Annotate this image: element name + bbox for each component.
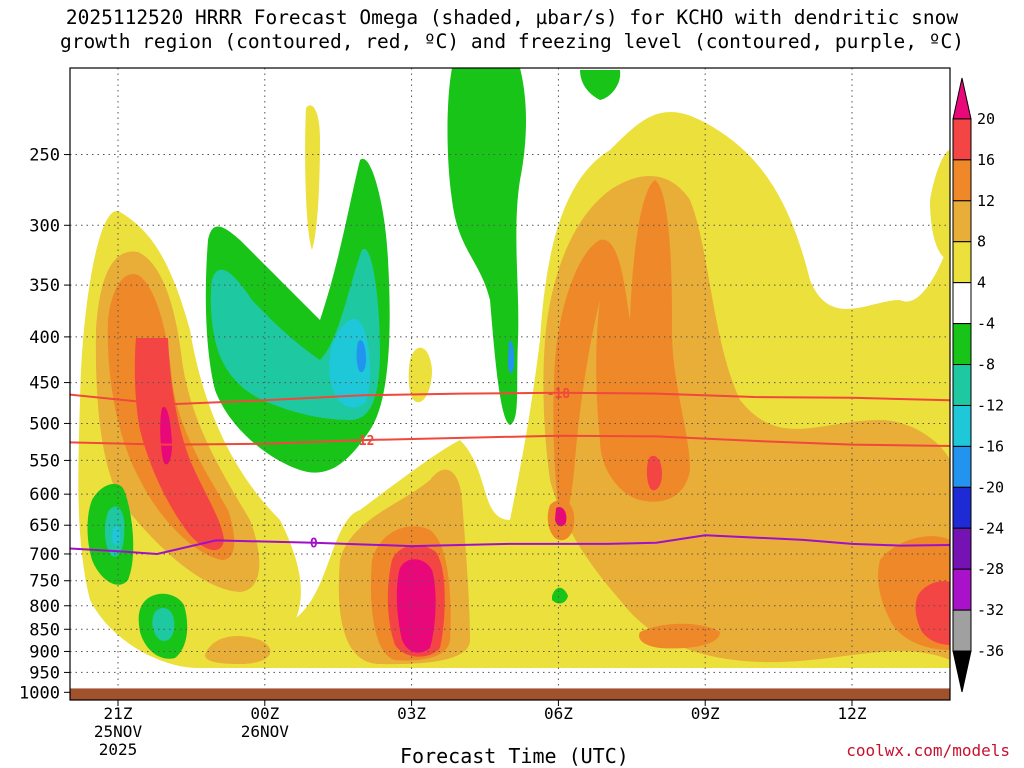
colorbar-label-12: -32 — [977, 601, 1004, 619]
y-tick-label-750: 750 — [29, 572, 60, 592]
colorbar-label-5: -4 — [977, 315, 995, 333]
y-tick-label-700: 700 — [29, 545, 60, 565]
source-watermark: coolwx.com/models — [846, 741, 1010, 760]
y-tick-label-450: 450 — [29, 374, 60, 394]
contour-freezing-level-0 — [70, 534, 950, 556]
contour-dendritic--18 — [70, 391, 950, 406]
x-tick-label-06Z: 06Z — [544, 704, 573, 723]
x-tick-label-21Z: 21Z — [104, 704, 133, 723]
colorbar-label-6: -8 — [977, 356, 995, 374]
colorbar-label-1: 16 — [977, 151, 995, 169]
colorbar-label-4: 4 — [977, 274, 986, 292]
colorbar-swatch-2 — [952, 159, 972, 202]
omega-region-red-small — [646, 455, 662, 491]
colorbar-swatch-12 — [952, 568, 972, 611]
omega-region-gold-left-lower — [205, 635, 271, 664]
omega-region-blue-north — [508, 340, 515, 374]
y-tick-label-1000: 1000 — [19, 683, 60, 703]
colorbar-swatch-5 — [952, 282, 972, 325]
colorbar-swatch-4 — [952, 241, 972, 284]
omega-region-magenta-west — [160, 406, 172, 465]
omega-region-green-north — [447, 68, 526, 425]
y-axis: 2503003504004505005506006507007508008509… — [19, 146, 70, 703]
x-tick-label-09Z: 09Z — [691, 704, 720, 723]
y-tick-label-300: 300 — [29, 216, 60, 236]
colorbar-swatch-3 — [952, 200, 972, 243]
colorbar-swatch-8 — [952, 404, 972, 447]
omega-region-orange-lowstrip — [639, 623, 720, 649]
colorbar-swatch-11 — [952, 527, 972, 570]
colorbar-swatch-14 — [952, 650, 972, 693]
ground-band — [70, 688, 950, 700]
colorbar-label-0: 20 — [977, 110, 995, 128]
y-tick-label-350: 350 — [29, 276, 60, 296]
colorbar-label-7: -12 — [977, 396, 1004, 414]
omega-field-shading — [78, 68, 950, 668]
y-tick-label-250: 250 — [29, 146, 60, 166]
x-axis-label: Forecast Time (UTC) — [400, 744, 629, 768]
colorbar-label-9: -20 — [977, 478, 1004, 496]
x-tick-label-12Z: 12Z — [838, 704, 867, 723]
colorbar-swatch-9 — [952, 445, 972, 488]
y-tick-label-650: 650 — [29, 516, 60, 536]
ground-surface-band — [70, 688, 950, 700]
omega-region-blue-main — [356, 340, 366, 373]
chart-title: 2025112520 HRRR Forecast Omega (shaded, … — [0, 6, 1024, 54]
contour-label--18: -18 — [547, 387, 571, 402]
temperature-contours: -12 -18 0 — [70, 387, 950, 556]
colorbar-label-8: -16 — [977, 437, 1004, 455]
omega-region-yellow-topright — [930, 150, 950, 260]
colorbar-swatch-6 — [952, 323, 972, 366]
colorbar: 20 16 12 8 4 -4 -8 -12 -16 -20 -24 -28 -32 -36 — [952, 77, 1004, 693]
colorbar-swatch-13 — [952, 609, 972, 652]
y-tick-label-500: 500 — [29, 414, 60, 434]
y-tick-label-900: 900 — [29, 642, 60, 662]
colorbar-swatch-0 — [952, 77, 972, 120]
omega-region-magenta-center — [396, 559, 436, 653]
omega-region-yellow-strip — [305, 105, 320, 250]
y-tick-label-400: 400 — [29, 328, 60, 348]
contour-label--12: -12 — [351, 434, 374, 449]
y-tick-label-950: 950 — [29, 663, 60, 683]
contour-label-0: 0 — [310, 537, 318, 552]
x-year-label-21Z: 2025 — [99, 740, 138, 759]
x-tick-label-00Z: 00Z — [250, 704, 279, 723]
x-date-label-00Z: 26NOV — [241, 722, 290, 741]
x-date-label-21Z: 25NOV — [94, 722, 143, 741]
colorbar-swatch-1 — [952, 118, 972, 161]
y-tick-label-800: 800 — [29, 597, 60, 617]
plot-frame — [69, 67, 951, 701]
omega-region-green-small — [552, 587, 568, 604]
colorbar-swatch-10 — [952, 486, 972, 529]
colorbar-label-10: -24 — [977, 519, 1004, 537]
omega-region-magenta-small — [555, 506, 567, 527]
y-tick-label-850: 850 — [29, 620, 60, 640]
colorbar-label-2: 12 — [977, 192, 995, 210]
title-line-1: 2025112520 HRRR Forecast Omega (shaded, … — [65, 6, 959, 29]
title-line-2: growth region (contoured, red, ºC) and f… — [60, 30, 964, 53]
colorbar-label-11: -28 — [977, 560, 1004, 578]
colorbar-swatch-7 — [952, 364, 972, 406]
omega-region-yellow-blob — [408, 347, 432, 403]
colorbar-label-3: 8 — [977, 233, 986, 251]
omega-region-red-right — [915, 581, 950, 645]
omega-region-cyan-left — [112, 525, 121, 546]
y-tick-label-550: 550 — [29, 451, 60, 471]
colorbar-label-13: -36 — [977, 642, 1004, 660]
omega-region-teal-left-lower — [152, 607, 175, 642]
contour-dendritic--12 — [70, 434, 950, 447]
x-tick-label-03Z: 03Z — [397, 704, 426, 723]
y-tick-label-600: 600 — [29, 485, 60, 505]
omega-region-green-topblob — [580, 70, 621, 100]
